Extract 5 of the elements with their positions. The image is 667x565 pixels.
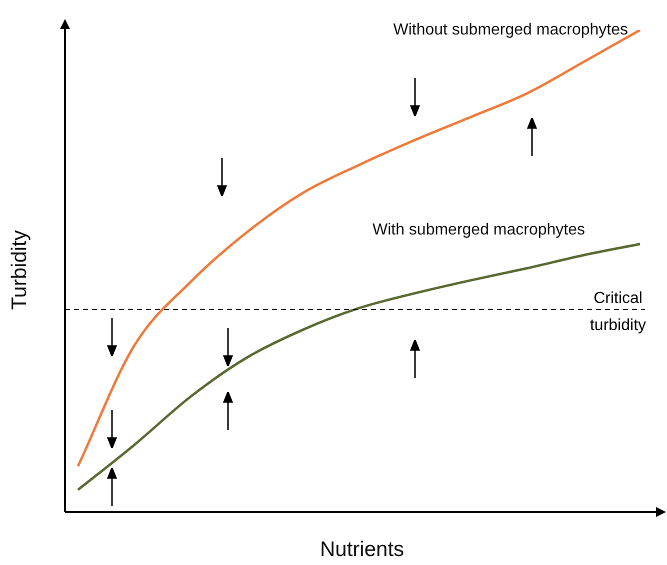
- ref-line-label: Critical turbidity: [590, 290, 646, 334]
- series-label: With submerged macrophytes: [372, 221, 585, 238]
- y-axis-title: Turbidity: [8, 230, 32, 310]
- x-axis-title: Nutrients: [320, 538, 404, 562]
- series-label: Without submerged macrophytes: [393, 21, 628, 38]
